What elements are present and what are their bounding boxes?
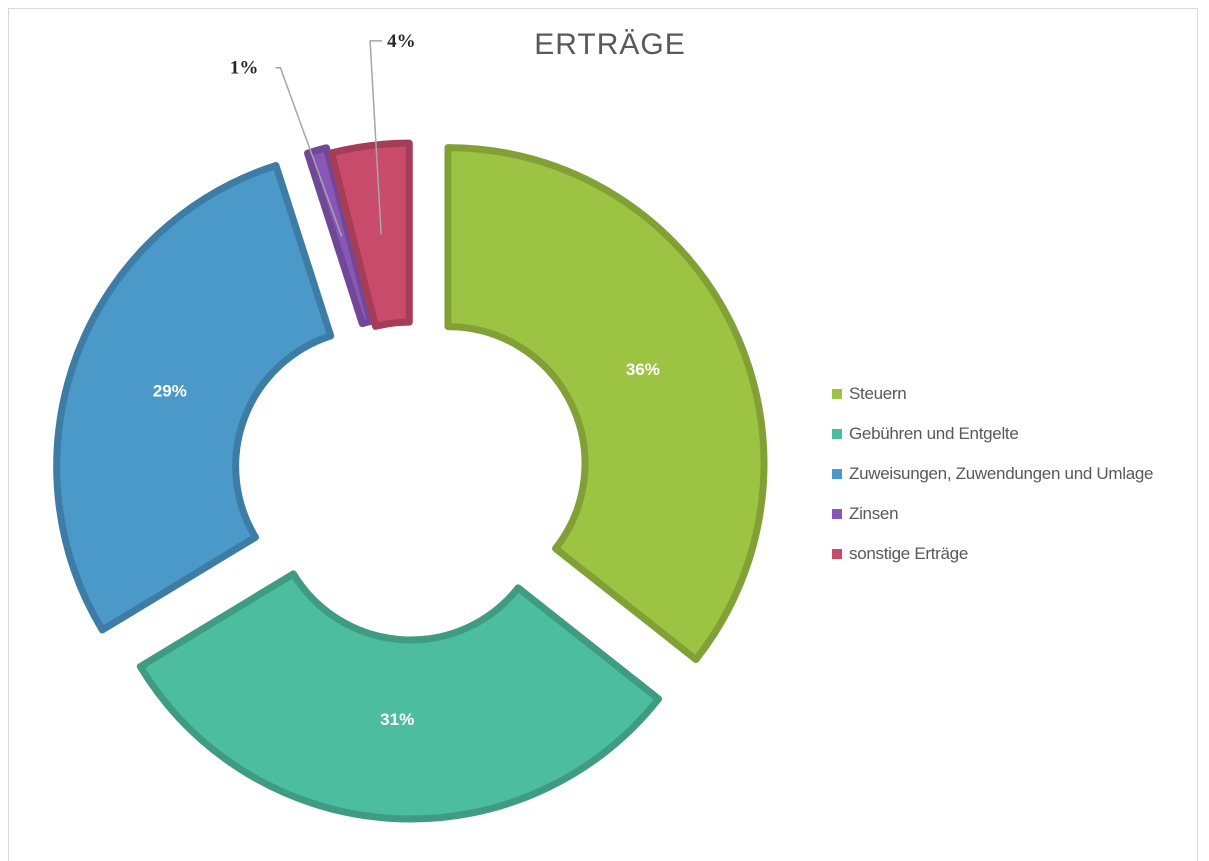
- legend-swatch: [832, 389, 842, 399]
- slice-gebühren-und-entgelte: [136, 570, 663, 823]
- slice-steuern: [444, 144, 768, 663]
- data-label: 36%: [626, 360, 660, 379]
- legend: Steuern Gebühren und Entgelte Zuweisungen,…: [832, 374, 1154, 574]
- slice-zuweisungen-zuwendungen-und-umlage: [53, 161, 335, 634]
- legend-label: Steuern: [849, 384, 907, 403]
- data-label: 31%: [380, 710, 414, 729]
- legend-item: Steuern: [832, 374, 1153, 414]
- data-label: 29%: [153, 381, 187, 400]
- legend-label: Zuweisungen, Zuwendungen und Umlage: [849, 464, 1154, 483]
- data-label: 4%: [387, 31, 416, 52]
- legend-item: sonstige Erträge: [832, 534, 1153, 574]
- legend-label: Gebühren und Entgelte: [849, 424, 1019, 443]
- legend-swatch: [832, 429, 842, 439]
- chart-title: ERTRÄGE: [534, 28, 686, 61]
- legend-swatch: [832, 469, 842, 479]
- legend-item: Zuweisungen, Zuwendungen und Umlage: [832, 454, 1154, 494]
- slice-zinsen: [304, 144, 375, 328]
- legend-item: Gebühren und Entgelte: [832, 414, 1153, 454]
- data-label: 1%: [230, 58, 259, 79]
- leader-line: [369, 40, 383, 235]
- legend-item: Zinsen: [832, 494, 1153, 534]
- legend-label: Zinsen: [849, 504, 899, 523]
- leader-line: [275, 66, 343, 237]
- legend-swatch: [832, 509, 842, 519]
- slice-sonstige-erträge: [327, 139, 413, 330]
- legend-label: sonstige Erträge: [849, 544, 968, 563]
- legend-swatch: [832, 549, 842, 559]
